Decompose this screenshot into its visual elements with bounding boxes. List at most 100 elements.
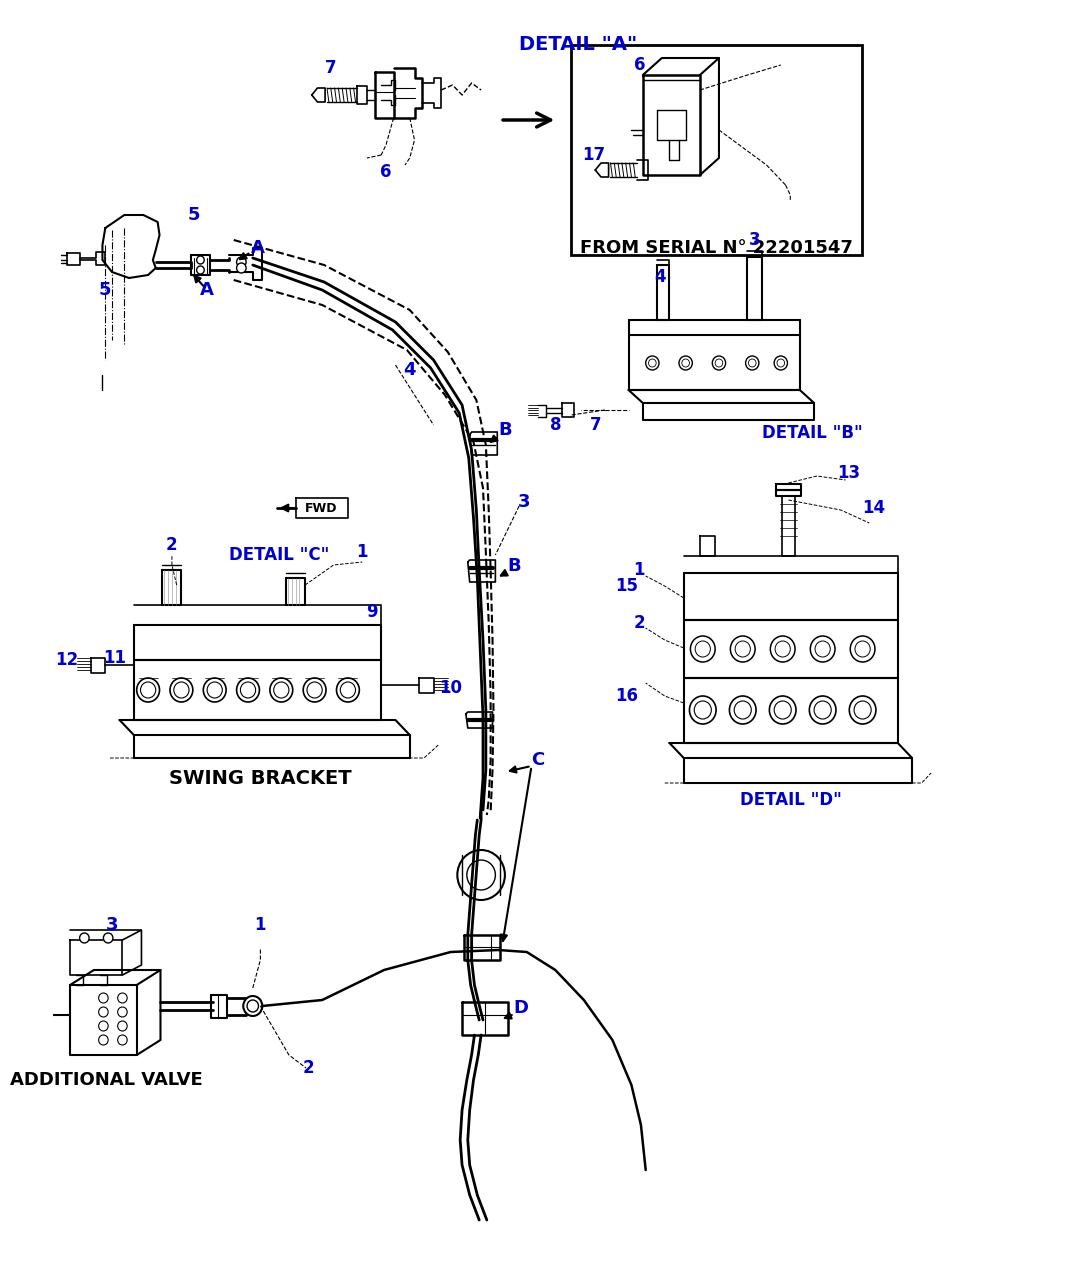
Circle shape — [849, 696, 876, 724]
Text: 2: 2 — [166, 536, 178, 554]
Circle shape — [712, 355, 726, 369]
Circle shape — [814, 701, 832, 719]
Text: 13: 13 — [837, 464, 860, 482]
Text: 15: 15 — [615, 577, 638, 595]
Circle shape — [98, 1007, 108, 1017]
Text: SWING BRACKET: SWING BRACKET — [169, 769, 352, 788]
Circle shape — [274, 682, 289, 698]
Text: 3: 3 — [106, 916, 118, 934]
Circle shape — [207, 682, 222, 698]
Circle shape — [141, 682, 156, 698]
Text: FROM SERIAL N° 22201547: FROM SERIAL N° 22201547 — [580, 239, 852, 257]
Circle shape — [243, 996, 263, 1016]
Circle shape — [645, 355, 659, 369]
Text: 8: 8 — [549, 416, 561, 434]
Circle shape — [694, 701, 712, 719]
Text: DETAIL "D": DETAIL "D" — [740, 791, 843, 810]
Circle shape — [340, 682, 355, 698]
Text: B: B — [508, 557, 521, 576]
Circle shape — [467, 860, 495, 891]
Text: 4: 4 — [654, 268, 666, 286]
Circle shape — [774, 701, 791, 719]
Text: B: B — [498, 421, 511, 439]
Circle shape — [98, 1035, 108, 1045]
Text: 11: 11 — [104, 649, 126, 667]
Text: ADDITIONAL VALVE: ADDITIONAL VALVE — [10, 1071, 203, 1089]
Text: DETAIL "A": DETAIL "A" — [519, 35, 638, 54]
Circle shape — [204, 678, 226, 702]
Circle shape — [715, 359, 723, 367]
Circle shape — [690, 636, 715, 662]
Circle shape — [303, 678, 326, 702]
Circle shape — [118, 993, 128, 1003]
Circle shape — [458, 850, 505, 899]
Circle shape — [241, 682, 256, 698]
Circle shape — [682, 359, 690, 367]
Circle shape — [729, 696, 756, 724]
Circle shape — [775, 641, 790, 657]
Bar — [571, 46, 862, 256]
Text: 6: 6 — [380, 163, 391, 181]
Circle shape — [247, 1001, 258, 1012]
Text: 14: 14 — [862, 498, 885, 517]
Circle shape — [270, 678, 293, 702]
Text: D: D — [513, 999, 529, 1017]
Text: 16: 16 — [615, 687, 638, 705]
Circle shape — [735, 701, 751, 719]
Text: 2: 2 — [633, 614, 645, 632]
Circle shape — [735, 641, 750, 657]
Text: A: A — [251, 239, 265, 257]
Circle shape — [237, 263, 246, 273]
Text: A: A — [201, 281, 214, 299]
Text: 12: 12 — [56, 651, 78, 669]
Circle shape — [749, 359, 756, 367]
Circle shape — [118, 1021, 128, 1031]
Text: 1: 1 — [255, 916, 266, 934]
Circle shape — [136, 678, 159, 702]
Text: 7: 7 — [325, 59, 337, 77]
Text: 9: 9 — [366, 603, 377, 621]
Circle shape — [730, 636, 755, 662]
Circle shape — [173, 682, 189, 698]
Text: 17: 17 — [582, 145, 605, 164]
Circle shape — [774, 355, 787, 369]
Text: 1: 1 — [356, 543, 368, 560]
Circle shape — [170, 678, 193, 702]
Circle shape — [237, 257, 246, 267]
Circle shape — [196, 266, 204, 275]
Text: 5: 5 — [187, 206, 201, 224]
Circle shape — [649, 359, 656, 367]
Circle shape — [746, 355, 759, 369]
Text: 3: 3 — [749, 231, 761, 249]
Text: C: C — [532, 751, 545, 769]
Text: 5: 5 — [99, 281, 111, 299]
Circle shape — [690, 696, 716, 724]
Circle shape — [695, 641, 711, 657]
Circle shape — [337, 678, 360, 702]
Text: 4: 4 — [403, 361, 416, 380]
Circle shape — [196, 256, 204, 264]
Text: 3: 3 — [518, 493, 530, 511]
Circle shape — [98, 993, 108, 1003]
Text: FWD: FWD — [305, 501, 338, 515]
Text: 10: 10 — [439, 679, 462, 697]
Circle shape — [850, 636, 875, 662]
Text: DETAIL "B": DETAIL "B" — [762, 424, 862, 441]
Text: 6: 6 — [634, 56, 645, 73]
Circle shape — [810, 696, 836, 724]
Text: 2: 2 — [302, 1059, 314, 1077]
Circle shape — [80, 934, 89, 942]
Circle shape — [118, 1007, 128, 1017]
Circle shape — [855, 701, 871, 719]
Circle shape — [307, 682, 323, 698]
Circle shape — [815, 641, 831, 657]
Circle shape — [770, 696, 796, 724]
Text: DETAIL "C": DETAIL "C" — [229, 546, 329, 564]
Circle shape — [810, 636, 835, 662]
Circle shape — [777, 359, 785, 367]
Text: 1: 1 — [633, 560, 645, 579]
Circle shape — [679, 355, 692, 369]
Circle shape — [237, 678, 259, 702]
Circle shape — [771, 636, 795, 662]
Circle shape — [104, 934, 113, 942]
